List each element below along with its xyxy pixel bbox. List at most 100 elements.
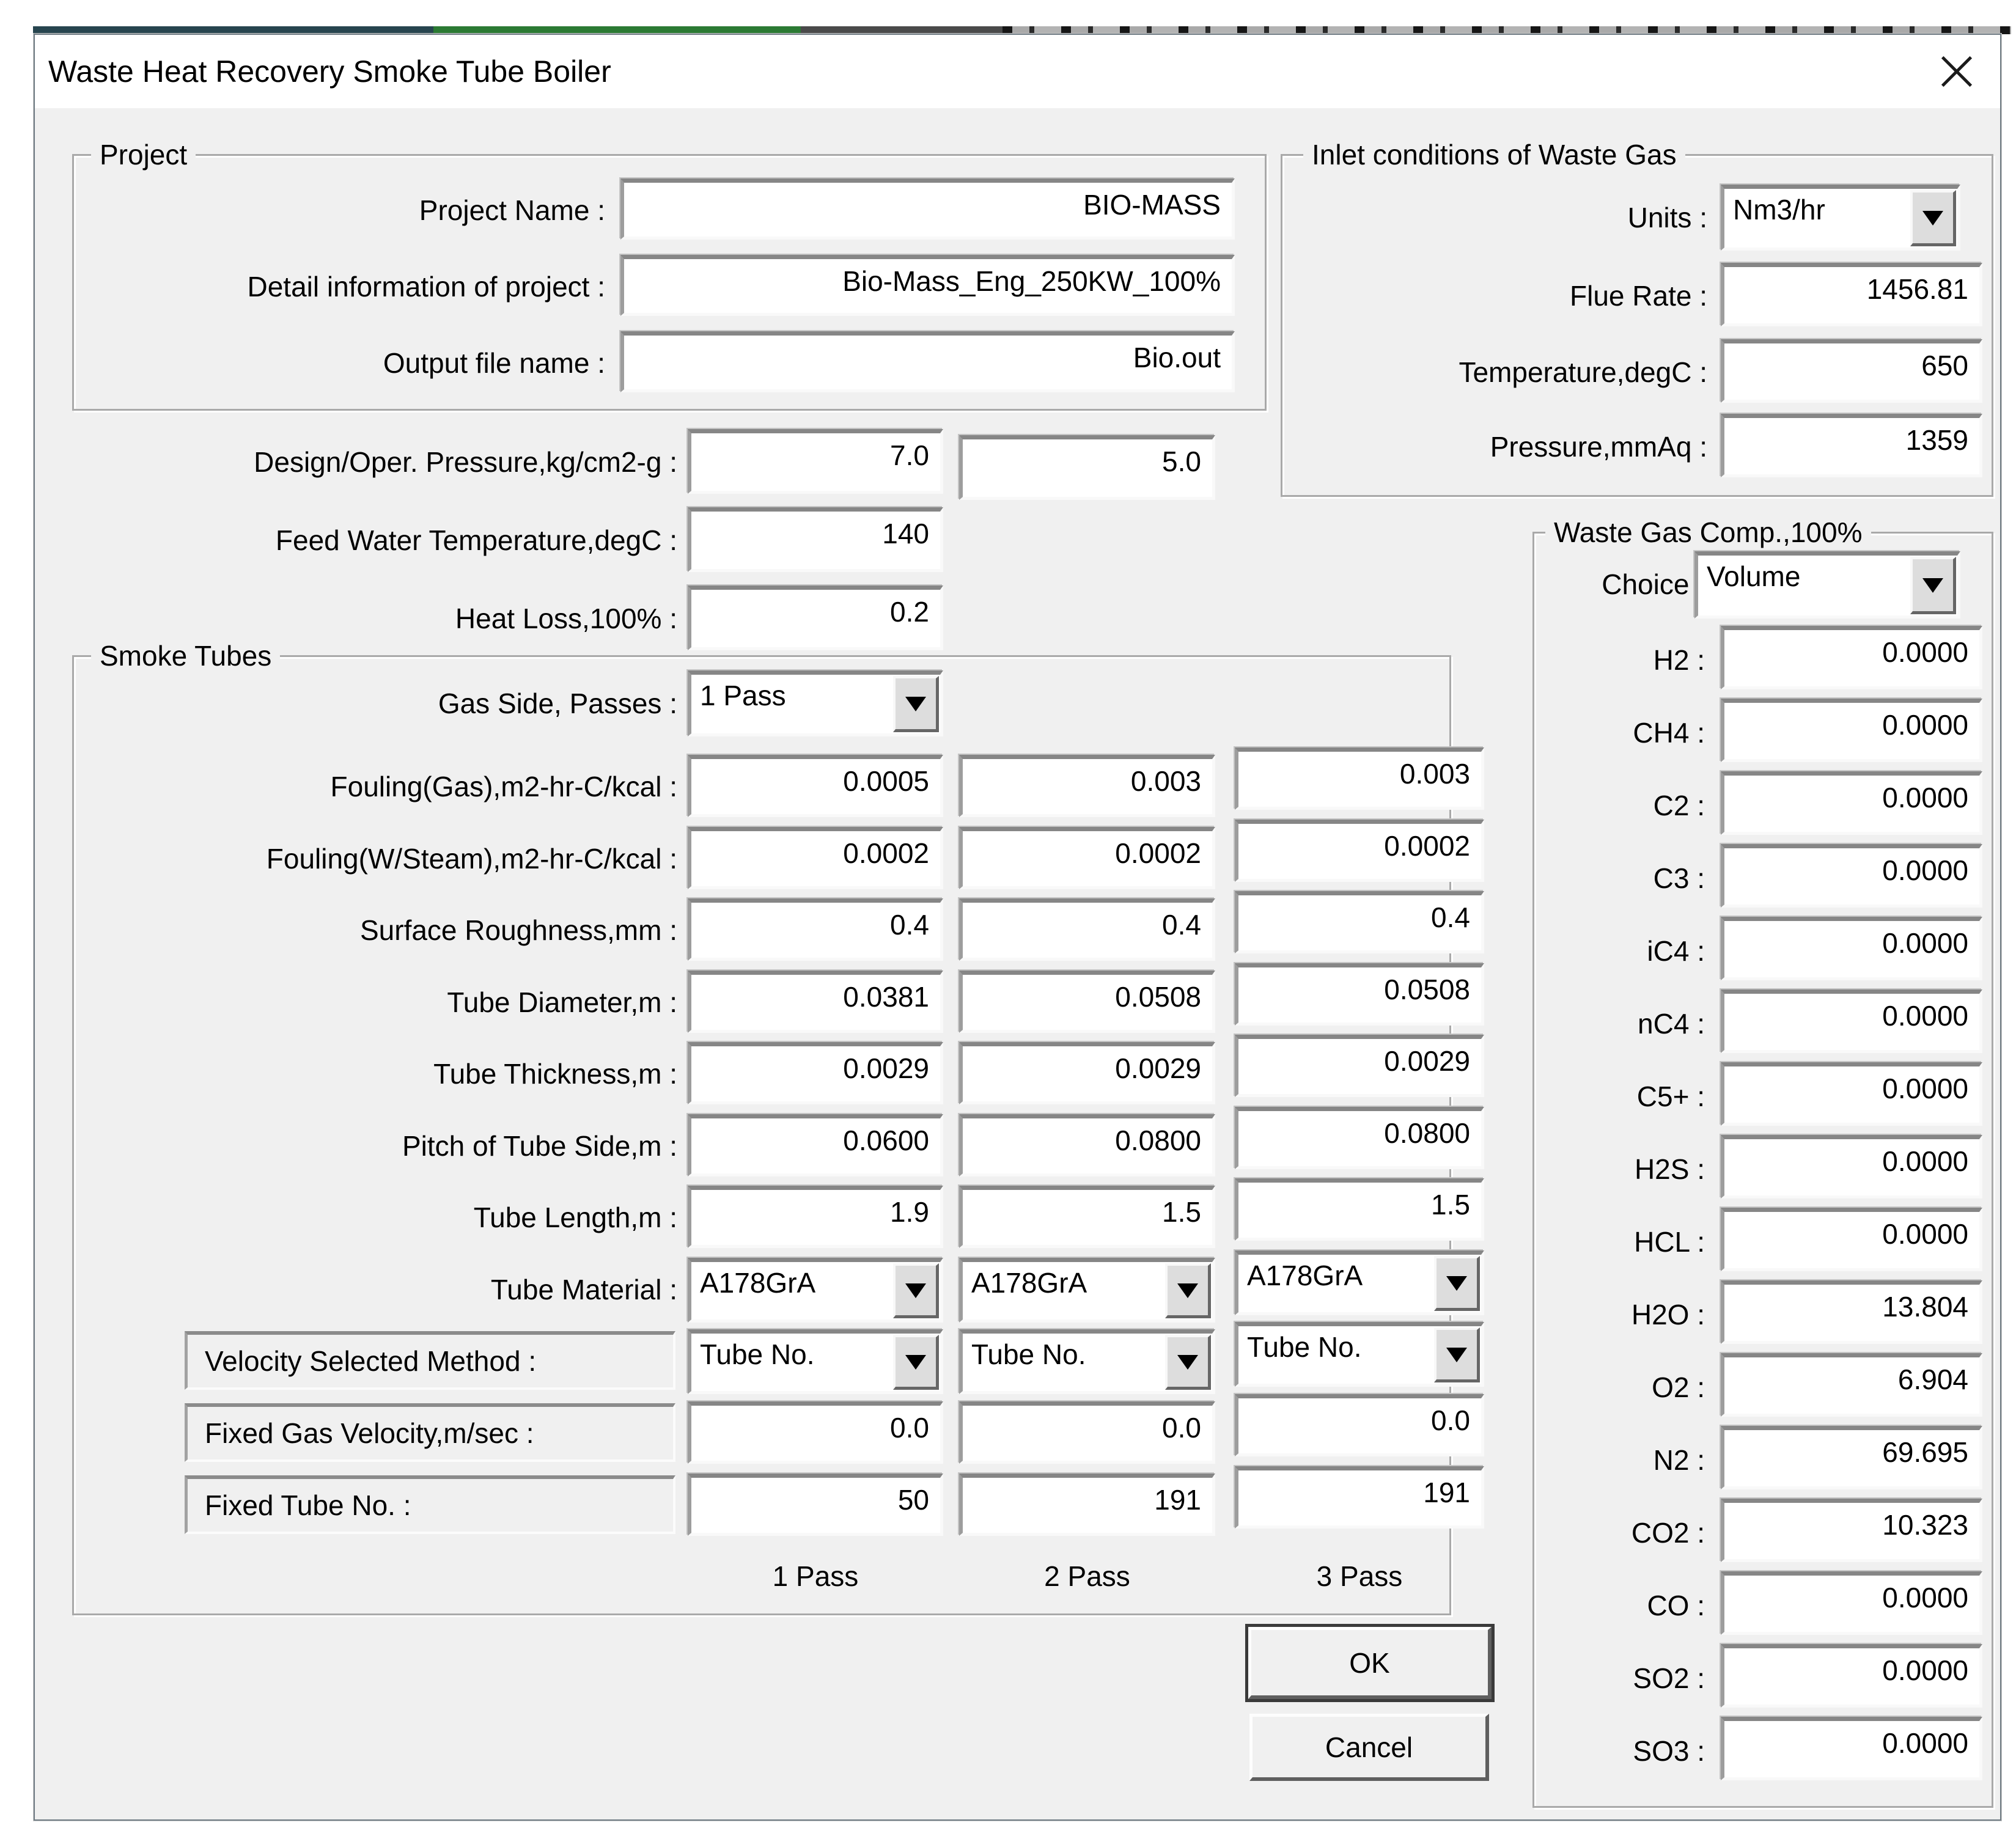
tube-diameter-pass1-input[interactable] xyxy=(691,977,940,1017)
tube-material-combo-pass1[interactable]: A178GrA xyxy=(688,1258,943,1323)
output-file-name-field-input[interactable] xyxy=(624,337,1232,378)
fouling-gas-pass2-input[interactable] xyxy=(963,761,1212,801)
fixed-tube-no-pass2-input[interactable] xyxy=(963,1480,1212,1520)
tube-length-pass1-input[interactable] xyxy=(691,1192,940,1232)
o2-field xyxy=(1721,1353,1982,1417)
fouling-w-steam-pass3-input[interactable] xyxy=(1238,826,1481,866)
flue-rate-field-input[interactable] xyxy=(1724,269,1979,309)
tube-material-combo-pass3[interactable]: A178GrA xyxy=(1235,1250,1484,1315)
tube-material-combo-pass1-dropdown-button[interactable] xyxy=(893,1263,939,1318)
fouling-gas-pass3-input[interactable] xyxy=(1238,754,1481,794)
feed-water-temperature-pass1 xyxy=(688,507,943,572)
n2-field-input[interactable] xyxy=(1724,1432,1979,1472)
units-combo[interactable]: Nm3/hr xyxy=(1721,185,1960,251)
design-oper-pressure-pass2 xyxy=(959,435,1215,500)
h2o-field-input[interactable] xyxy=(1724,1287,1979,1327)
project-detail-field-input[interactable] xyxy=(624,261,1232,301)
velocity-method-combo-pass3[interactable]: Tube No. xyxy=(1235,1322,1484,1387)
chevron-down-icon xyxy=(1446,1276,1467,1291)
tube-length-pass3-input[interactable] xyxy=(1238,1184,1481,1225)
fouling-w-steam-pass2-input[interactable] xyxy=(963,833,1212,873)
gas-side-passes-combo-dropdown-button[interactable] xyxy=(893,676,939,732)
so3-field-input[interactable] xyxy=(1724,1723,1979,1763)
surface-roughness-pass1-input[interactable] xyxy=(691,905,940,945)
temperature-field-input[interactable] xyxy=(1724,345,1979,386)
velocity-method-combo-pass2[interactable]: Tube No. xyxy=(959,1329,1215,1394)
fixed-gas-velocity-pass2 xyxy=(959,1401,1215,1464)
c2-field-input[interactable] xyxy=(1724,777,1979,818)
so2-field-input[interactable] xyxy=(1724,1650,1979,1690)
fouling-w-steam-pass1-input[interactable] xyxy=(691,833,940,873)
pitch-of-tube-side-pass1-input[interactable] xyxy=(691,1120,940,1161)
ch4-field-input[interactable] xyxy=(1724,705,1979,745)
tube-diameter-pass3-input[interactable] xyxy=(1238,969,1481,1010)
hcl-field-input[interactable] xyxy=(1724,1214,1979,1254)
o2-field-input[interactable] xyxy=(1724,1359,1979,1400)
velocity-method-combo-pass2-value: Tube No. xyxy=(971,1338,1086,1370)
surface-roughness-pass3-input[interactable] xyxy=(1238,897,1481,938)
pitch-of-tube-side-pass2-input[interactable] xyxy=(963,1120,1212,1161)
chevron-down-icon xyxy=(1177,1283,1198,1298)
co-field-input[interactable] xyxy=(1724,1577,1979,1618)
heat-loss-label: Heat Loss,100% : xyxy=(455,603,677,634)
fixed-gas-velocity-pass3-input[interactable] xyxy=(1238,1400,1481,1441)
velocity-method-combo-pass1[interactable]: Tube No. xyxy=(688,1329,943,1394)
design-oper-pressure-pass1-input[interactable] xyxy=(691,435,940,475)
temperature-label: Temperature,degC : xyxy=(1459,356,1707,388)
pitch-of-tube-side-pass3-input[interactable] xyxy=(1238,1113,1481,1153)
flue-rate-label: Flue Rate : xyxy=(1570,280,1707,312)
h2s-field-input[interactable] xyxy=(1724,1141,1979,1181)
tube-material-combo-pass2[interactable]: A178GrA xyxy=(959,1258,1215,1323)
choice-combo[interactable]: Volume xyxy=(1694,551,1960,619)
fouling-w-steam-pass3 xyxy=(1235,820,1484,882)
project-name-field-input[interactable] xyxy=(624,185,1232,225)
ch4-label: CH4 : xyxy=(1633,717,1705,749)
tube-material-combo-pass2-dropdown-button[interactable] xyxy=(1165,1263,1211,1318)
design-oper-pressure-pass1 xyxy=(688,429,943,494)
design-oper-pressure-pass2-input[interactable] xyxy=(963,441,1212,482)
velocity-method-combo-pass3-dropdown-button[interactable] xyxy=(1434,1327,1480,1382)
h2o-label: H2O : xyxy=(1631,1299,1705,1331)
tube-diameter-pass2-input[interactable] xyxy=(963,977,1212,1017)
close-button[interactable] xyxy=(1929,44,1984,99)
units-combo-dropdown-button[interactable] xyxy=(1910,190,1956,246)
fixed-tube-no-pass3-input[interactable] xyxy=(1238,1472,1481,1513)
c3-field-input[interactable] xyxy=(1724,850,1979,890)
c3-label: C3 : xyxy=(1653,862,1705,894)
gas-side-passes-combo[interactable]: 1 Pass xyxy=(688,670,943,736)
co2-field-input[interactable] xyxy=(1724,1505,1979,1545)
fixed-gas-velocity-pass1-input[interactable] xyxy=(691,1408,940,1448)
waste-gas-comp-group: Waste Gas Comp.,100% xyxy=(1532,515,1993,1808)
tube-thickness-pass1-input[interactable] xyxy=(691,1048,940,1088)
background-window-strip-gray xyxy=(801,26,1002,34)
tube-thickness-pass2-input[interactable] xyxy=(963,1048,1212,1088)
background-window-strip-green xyxy=(433,26,801,34)
tube-length-pass2-input[interactable] xyxy=(963,1192,1212,1232)
smoke-tubes-group-label: Smoke Tubes xyxy=(91,639,281,673)
cancel-button[interactable]: Cancel xyxy=(1249,1714,1489,1781)
tube-material-combo-pass3-dropdown-button[interactable] xyxy=(1434,1256,1480,1311)
fixed-tube-no-pass3 xyxy=(1235,1466,1484,1529)
ok-button[interactable]: OK xyxy=(1248,1627,1492,1699)
units-combo-value: Nm3/hr xyxy=(1733,194,1825,226)
n2-field xyxy=(1721,1426,1982,1489)
fixed-gas-velocity-label: Fixed Gas Velocity,m/sec : xyxy=(185,1403,675,1462)
tube-thickness-pass3-input[interactable] xyxy=(1238,1041,1481,1081)
tube-diameter-label: Tube Diameter,m : xyxy=(447,986,677,1018)
heat-loss-pass1 xyxy=(688,585,943,650)
background-window-strip-dashes xyxy=(1002,26,2011,34)
nc4-field-input[interactable] xyxy=(1724,996,1979,1036)
ic4-field-input[interactable] xyxy=(1724,923,1979,963)
pressure-field-input[interactable] xyxy=(1724,420,1979,460)
fouling-gas-pass1-input[interactable] xyxy=(691,761,940,801)
h2-field-input[interactable] xyxy=(1724,632,1979,672)
velocity-method-combo-pass2-dropdown-button[interactable] xyxy=(1165,1335,1211,1390)
fixed-gas-velocity-pass2-input[interactable] xyxy=(963,1408,1212,1448)
c5plus-field-input[interactable] xyxy=(1724,1068,1979,1109)
choice-combo-dropdown-button[interactable] xyxy=(1910,557,1956,614)
fixed-tube-no-pass1-input[interactable] xyxy=(691,1480,940,1520)
feed-water-temperature-pass1-input[interactable] xyxy=(691,513,940,554)
velocity-method-combo-pass1-dropdown-button[interactable] xyxy=(893,1335,939,1390)
surface-roughness-pass2-input[interactable] xyxy=(963,905,1212,945)
heat-loss-pass1-input[interactable] xyxy=(691,592,940,632)
